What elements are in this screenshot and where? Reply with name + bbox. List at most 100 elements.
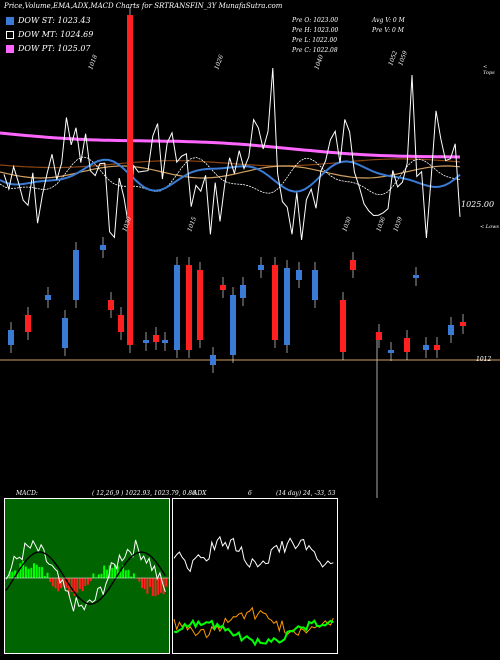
macd-histogram-bar <box>68 578 71 596</box>
ema-pink-line <box>0 131 461 159</box>
macd-histogram-bar <box>51 578 54 587</box>
candle-body <box>423 345 429 350</box>
macd-label: MACD: <box>16 490 38 497</box>
macd-histogram-bar <box>97 574 100 578</box>
legend-dow-mt: DOW MT: 1024.69 <box>6 30 93 39</box>
macd-histogram-bar <box>92 573 95 578</box>
macd-lines <box>5 499 169 653</box>
candle-body <box>143 340 149 343</box>
legend-swatch-st <box>6 16 14 25</box>
candle-body <box>460 322 466 326</box>
adx-panel <box>172 498 338 654</box>
macd-params: ( 12,26,9 ) 1022.93, 1023.79, 0.86 <box>92 490 196 497</box>
label-lows: < Lows <box>480 224 499 230</box>
macd-histogram-bar <box>38 566 41 578</box>
candle-body <box>162 340 168 343</box>
macd-histogram-bar <box>43 576 46 578</box>
price-line <box>3 67 461 241</box>
legend-dow-pt: DOW PT: 1025.07 <box>6 44 91 53</box>
candle-body <box>388 350 394 353</box>
bottom-price-label: 1039 <box>392 216 404 233</box>
macd-histogram-bar <box>105 569 108 578</box>
macd-histogram-bar <box>78 578 81 589</box>
candle-body <box>73 250 79 300</box>
macd-line <box>5 539 166 612</box>
candle-body <box>108 300 114 310</box>
candle-body <box>186 265 192 350</box>
macd-histogram-bar <box>149 578 152 588</box>
ema-lines <box>0 131 461 196</box>
legend-swatch-mt <box>6 30 14 39</box>
candle-body <box>272 265 278 340</box>
macd-histogram-bar <box>54 578 57 589</box>
candle-body <box>404 338 410 352</box>
legend-label-pt: DOW PT: 1025.07 <box>18 44 91 53</box>
candle-body <box>376 332 382 340</box>
macd-histogram-bar <box>30 567 33 578</box>
candle-body <box>8 330 14 345</box>
price-zigzag-line <box>3 67 461 241</box>
candle-body <box>62 318 68 348</box>
candle-body <box>45 295 51 300</box>
info-pre-high: Pre H: 1023.00 <box>292 27 339 34</box>
macd-histogram-bar <box>159 578 162 593</box>
macd-histogram-bar <box>132 573 135 578</box>
macd-histogram-bar <box>165 578 168 587</box>
candle-body <box>284 268 290 345</box>
macd-histogram-bar <box>46 572 49 578</box>
macd-histogram-bar <box>8 571 11 578</box>
bottom-price-label: 1015 <box>186 216 198 233</box>
macd-histogram-bar <box>103 565 106 578</box>
macd-histogram-bar <box>141 578 143 588</box>
macd-histogram-bar <box>119 571 122 578</box>
adx-label: ADX <box>193 490 207 497</box>
macd-histogram-bar <box>122 565 125 578</box>
macd-histogram-bar <box>124 570 127 578</box>
top-price-label: 1018 <box>87 54 99 71</box>
candle-body <box>100 245 106 250</box>
macd-histogram-bar <box>143 578 146 590</box>
macd-histogram-bar <box>41 567 44 578</box>
candle-body <box>240 285 246 298</box>
macd-histogram-bar <box>87 578 89 585</box>
macd-histogram-bar <box>89 578 92 582</box>
macd-background <box>5 499 169 653</box>
macd-histogram-bar <box>24 566 27 578</box>
macd-histogram-bar <box>116 565 119 578</box>
macd-histogram-bar <box>27 568 30 578</box>
candle-body <box>197 270 203 340</box>
macd-histogram-bar <box>35 564 38 578</box>
candle-body <box>174 265 180 350</box>
candle-body <box>434 345 440 350</box>
macd-histogram-bar <box>95 577 98 578</box>
macd-histogram-bar <box>130 576 133 578</box>
macd-histogram-bar <box>22 561 25 578</box>
chart-title: Price,Volume,EMA,ADX,MACD Charts for SRT… <box>4 2 283 10</box>
adx-lines <box>173 535 334 647</box>
adx-params: (14 day) 24, -33, 53 <box>276 490 336 497</box>
macd-histogram-bar <box>84 578 87 586</box>
macd-histogram-bar <box>73 578 76 596</box>
candle-body <box>312 270 318 300</box>
candle-body <box>220 285 226 290</box>
bottom-price-label: 1030 <box>121 216 133 233</box>
info-pre-volume: Pre V: 0 M <box>372 27 404 34</box>
info-pre-open: Pre O: 1023.00 <box>292 17 339 24</box>
candle-body <box>340 300 346 352</box>
candle-body <box>127 15 133 345</box>
adx-green-line <box>173 618 334 647</box>
candle-body <box>230 295 236 355</box>
macd-signal-line <box>5 551 166 605</box>
adx-white-line <box>173 535 334 573</box>
top-price-label: 1052 <box>387 50 399 67</box>
legend-swatch-pt <box>6 44 14 53</box>
macd-histogram-bar <box>81 578 84 592</box>
chart-grid <box>0 335 500 498</box>
macd-histogram-bar <box>127 569 130 578</box>
macd-histogram-bar <box>14 570 17 578</box>
top-price-label: 1059 <box>397 50 409 67</box>
legend-label-st: DOW ST: 1023.43 <box>18 16 91 25</box>
macd-histogram-bar <box>154 578 157 597</box>
